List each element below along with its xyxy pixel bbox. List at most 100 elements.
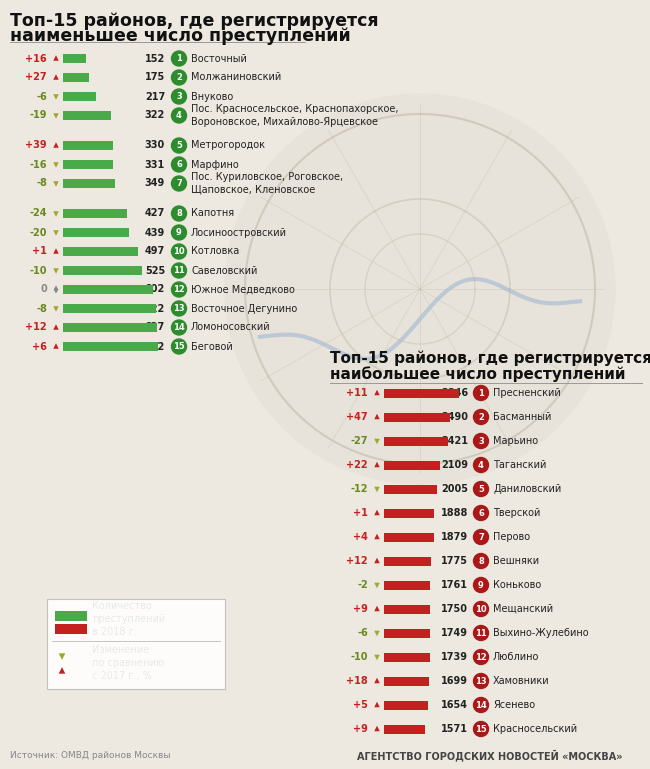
Text: +39: +39 xyxy=(25,141,47,151)
Bar xyxy=(384,508,434,518)
Circle shape xyxy=(473,578,489,592)
Circle shape xyxy=(473,410,489,424)
Bar xyxy=(384,388,459,398)
Circle shape xyxy=(172,206,187,221)
Text: 14: 14 xyxy=(475,701,487,710)
Text: +6: +6 xyxy=(32,341,47,351)
Circle shape xyxy=(473,601,489,617)
Bar xyxy=(384,532,434,541)
Text: -20: -20 xyxy=(29,228,47,238)
Polygon shape xyxy=(374,487,380,492)
Text: Количество
преступлений
в 2018 г.: Количество преступлений в 2018 г. xyxy=(92,601,165,638)
Text: +1: +1 xyxy=(353,508,368,518)
Circle shape xyxy=(473,554,489,568)
Bar xyxy=(384,437,448,445)
Bar xyxy=(63,141,112,150)
Circle shape xyxy=(473,505,489,521)
Polygon shape xyxy=(374,558,380,563)
Text: Савеловский: Савеловский xyxy=(191,265,257,275)
Text: 217: 217 xyxy=(145,92,165,102)
Circle shape xyxy=(172,301,187,316)
Text: Котловка: Котловка xyxy=(191,247,239,257)
Polygon shape xyxy=(374,439,380,444)
Text: 1654: 1654 xyxy=(441,700,468,710)
Text: 7: 7 xyxy=(176,179,182,188)
Text: +9: +9 xyxy=(353,724,368,734)
Text: 1879: 1879 xyxy=(441,532,468,542)
Text: -27: -27 xyxy=(350,436,368,446)
Polygon shape xyxy=(374,606,380,611)
Text: -8: -8 xyxy=(36,304,47,314)
Text: 11: 11 xyxy=(173,266,185,275)
Text: 1775: 1775 xyxy=(441,556,468,566)
Text: -10: -10 xyxy=(350,652,368,662)
Text: 3: 3 xyxy=(478,437,484,445)
Polygon shape xyxy=(374,461,380,468)
Text: +9: +9 xyxy=(353,604,368,614)
Bar xyxy=(63,247,138,256)
Text: -10: -10 xyxy=(29,265,47,275)
Text: 322: 322 xyxy=(145,111,165,121)
Text: 1750: 1750 xyxy=(441,604,468,614)
Text: Даниловский: Даниловский xyxy=(493,484,561,494)
Text: -12: -12 xyxy=(350,484,368,494)
Text: 4: 4 xyxy=(478,461,484,470)
Polygon shape xyxy=(53,343,58,349)
Polygon shape xyxy=(374,677,380,683)
Circle shape xyxy=(172,138,187,153)
Text: 8: 8 xyxy=(478,557,484,565)
Text: 1888: 1888 xyxy=(441,508,468,518)
Text: 13: 13 xyxy=(173,304,185,313)
Text: Пресненский: Пресненский xyxy=(493,388,561,398)
Polygon shape xyxy=(53,55,58,61)
Text: 439: 439 xyxy=(145,228,165,238)
Bar xyxy=(384,604,430,614)
Text: +4: +4 xyxy=(353,532,368,542)
Polygon shape xyxy=(53,181,58,187)
Text: -16: -16 xyxy=(29,159,47,169)
Text: 349: 349 xyxy=(145,178,165,188)
Text: Топ-15 районов, где регистрируется: Топ-15 районов, где регистрируется xyxy=(10,12,378,30)
Text: +27: +27 xyxy=(25,72,47,82)
Circle shape xyxy=(172,157,187,172)
Text: -24: -24 xyxy=(29,208,47,218)
Text: Перово: Перово xyxy=(493,532,530,542)
Text: Беговой: Беговой xyxy=(191,341,233,351)
Circle shape xyxy=(473,697,489,713)
Circle shape xyxy=(172,282,187,297)
Text: 2846: 2846 xyxy=(441,388,468,398)
Polygon shape xyxy=(374,534,380,539)
Polygon shape xyxy=(53,95,58,100)
Text: Изменение
по сравнению
с 2017 г., %: Изменение по сравнению с 2017 г., % xyxy=(92,644,164,681)
Circle shape xyxy=(473,721,489,737)
Text: 1: 1 xyxy=(176,54,182,63)
Text: 1749: 1749 xyxy=(441,628,468,638)
Polygon shape xyxy=(53,268,58,274)
Text: 2490: 2490 xyxy=(441,412,468,422)
Text: 525: 525 xyxy=(145,265,165,275)
Polygon shape xyxy=(58,654,65,660)
Polygon shape xyxy=(53,75,58,80)
Bar xyxy=(63,304,157,313)
Text: 602: 602 xyxy=(145,285,165,295)
Bar xyxy=(384,461,439,470)
Text: 15: 15 xyxy=(173,342,185,351)
Text: 0: 0 xyxy=(40,285,47,295)
Circle shape xyxy=(172,244,187,259)
Polygon shape xyxy=(53,162,58,168)
Text: Красносельский: Красносельский xyxy=(493,724,577,734)
Text: 1: 1 xyxy=(478,388,484,398)
Bar xyxy=(63,92,96,101)
Circle shape xyxy=(473,530,489,544)
Polygon shape xyxy=(374,631,380,636)
Bar xyxy=(63,209,127,218)
Text: +12: +12 xyxy=(346,556,368,566)
Text: +22: +22 xyxy=(346,460,368,470)
Text: 2421: 2421 xyxy=(441,436,468,446)
Polygon shape xyxy=(53,248,58,254)
Bar xyxy=(55,611,87,621)
Circle shape xyxy=(473,481,489,497)
Text: Марьино: Марьино xyxy=(493,436,538,446)
Text: -2: -2 xyxy=(358,580,368,590)
Text: АГЕНТСТВО ГОРОДСКИХ НОВОСТЕЙ «МОСКВА»: АГЕНТСТВО ГОРОДСКИХ НОВОСТЕЙ «МОСКВА» xyxy=(358,749,623,761)
